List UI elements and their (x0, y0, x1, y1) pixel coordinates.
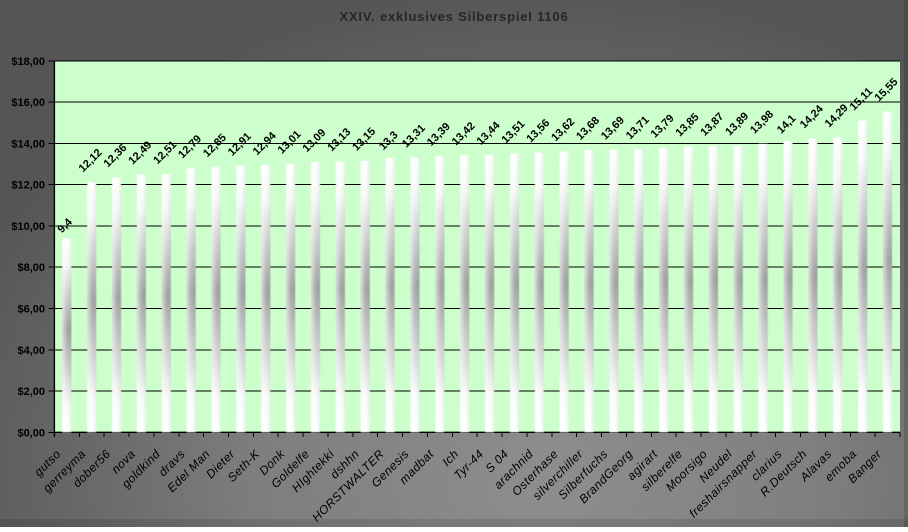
svg-text:$10,00: $10,00 (11, 221, 45, 233)
svg-text:$12,00: $12,00 (11, 180, 45, 192)
svg-text:$8,00: $8,00 (17, 262, 45, 274)
svg-text:$14,00: $14,00 (11, 138, 45, 150)
svg-text:$2,00: $2,00 (17, 386, 45, 398)
svg-text:$16,00: $16,00 (11, 97, 45, 109)
svg-text:$0,00: $0,00 (17, 427, 45, 439)
svg-text:$4,00: $4,00 (17, 345, 45, 357)
svg-text:XXIV. exklusives Silberspiel 1: XXIV. exklusives Silberspiel 1106 (339, 9, 568, 24)
svg-text:$6,00: $6,00 (17, 304, 45, 316)
svg-text:$18,00: $18,00 (11, 56, 45, 68)
